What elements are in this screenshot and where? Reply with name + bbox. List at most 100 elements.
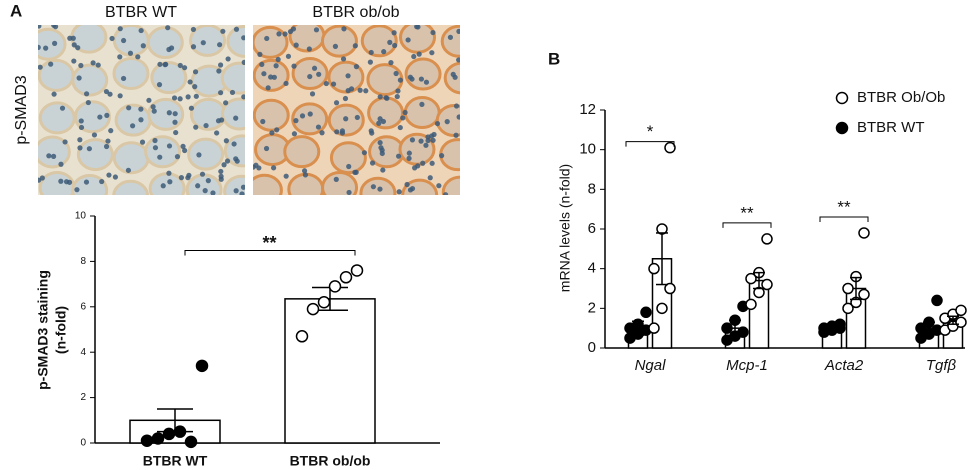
nucleus — [430, 29, 436, 36]
nucleus — [429, 50, 435, 56]
nucleus — [407, 74, 413, 80]
nucleus — [193, 124, 199, 130]
nucleus — [268, 74, 274, 80]
tubule — [76, 138, 114, 172]
nucleus — [233, 26, 240, 32]
nucleus — [50, 153, 57, 159]
nucleus — [434, 120, 441, 127]
tubule — [291, 57, 329, 91]
nucleus — [456, 28, 460, 34]
data-point — [745, 298, 757, 311]
nucleus — [58, 178, 64, 184]
nucleus — [126, 105, 132, 111]
nucleus — [43, 45, 49, 51]
nucleus — [380, 167, 386, 173]
nucleus — [190, 26, 197, 33]
nucleus — [74, 187, 80, 193]
y-tick-label: 4 — [80, 347, 86, 358]
nucleus — [224, 158, 231, 164]
y-tick-label: 0 — [80, 438, 86, 449]
nucleus — [302, 172, 309, 178]
nucleus — [217, 42, 223, 48]
nucleus — [260, 118, 266, 125]
nucleus — [188, 105, 195, 111]
nucleus — [106, 172, 112, 178]
nucleus — [377, 140, 383, 146]
tissue — [253, 25, 460, 195]
nucleus — [412, 165, 418, 171]
histology-images — [38, 25, 460, 195]
nucleus — [174, 154, 181, 160]
nucleus — [263, 145, 270, 152]
significance-bracket — [722, 222, 772, 228]
nucleus — [418, 138, 424, 144]
nucleus — [192, 84, 198, 90]
x-tick-label: BTBR WT — [143, 453, 208, 469]
nucleus — [58, 161, 64, 167]
nucleus — [95, 62, 101, 68]
tubule — [38, 135, 71, 169]
nucleus — [259, 61, 265, 68]
nucleus — [177, 96, 183, 102]
nucleus — [239, 191, 245, 195]
y-tick-label: 2 — [588, 299, 596, 316]
nucleus — [393, 70, 399, 77]
data-point — [664, 141, 676, 154]
error-bar — [632, 320, 644, 336]
nucleus — [283, 80, 289, 87]
nucleus — [397, 77, 404, 83]
nucleus — [66, 179, 73, 185]
nucleus — [233, 156, 239, 162]
nucleus — [199, 171, 206, 177]
nucleus — [333, 176, 339, 182]
nucleus — [241, 35, 245, 41]
nucleus — [307, 73, 313, 80]
nucleus — [387, 39, 393, 45]
nucleus — [103, 88, 110, 95]
nucleus — [348, 86, 355, 92]
nucleus — [447, 34, 454, 40]
nucleus — [273, 63, 279, 69]
data-point — [842, 302, 854, 315]
nucleus — [352, 43, 358, 49]
y-axis-label: mRNA levels (n-fold) — [557, 164, 573, 292]
nucleus — [456, 57, 460, 63]
tubule — [287, 172, 325, 195]
data-point — [915, 322, 927, 334]
nucleus — [104, 112, 110, 118]
nucleus — [78, 118, 84, 124]
nucleus — [182, 147, 188, 154]
nucleus — [444, 119, 450, 125]
tubule — [329, 141, 367, 175]
panel-label: B — [548, 49, 560, 68]
nucleus — [91, 132, 98, 138]
nucleus — [71, 58, 77, 64]
significance-bracket — [625, 141, 675, 147]
nucleus — [59, 105, 66, 111]
nucleus — [185, 94, 191, 100]
nucleus — [357, 87, 363, 93]
data-point — [339, 271, 353, 284]
nucleus — [394, 93, 400, 100]
nucleus — [168, 45, 175, 51]
nucleus — [275, 56, 281, 63]
data-point — [306, 302, 320, 316]
nucleus — [71, 42, 77, 48]
nucleus — [172, 111, 178, 117]
nucleus — [90, 60, 96, 66]
error-bar — [923, 321, 935, 335]
data-point — [350, 264, 364, 277]
nucleus — [282, 31, 288, 37]
error-bar — [656, 232, 668, 286]
nucleus — [367, 59, 373, 65]
nucleus — [409, 137, 416, 143]
error-bar — [729, 319, 741, 337]
nucleus — [276, 31, 282, 37]
x-tick-label: Mcp-1 — [726, 357, 768, 374]
data-point — [648, 262, 660, 275]
legend-label: BTBR WT — [857, 119, 925, 136]
nucleus — [370, 184, 376, 190]
nucleus — [117, 54, 123, 60]
nucleus — [218, 90, 224, 96]
tubule — [220, 61, 245, 95]
